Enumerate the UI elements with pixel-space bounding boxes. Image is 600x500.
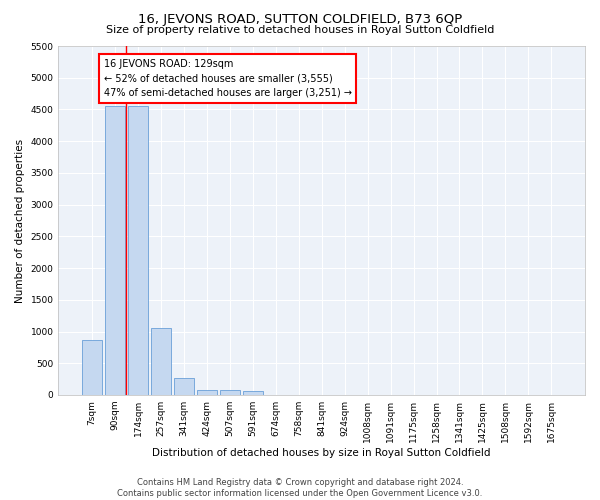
Bar xyxy=(82,340,102,395)
Bar xyxy=(197,390,217,395)
Text: Size of property relative to detached houses in Royal Sutton Coldfield: Size of property relative to detached ho… xyxy=(106,25,494,35)
Text: Contains HM Land Registry data © Crown copyright and database right 2024.
Contai: Contains HM Land Registry data © Crown c… xyxy=(118,478,482,498)
X-axis label: Distribution of detached houses by size in Royal Sutton Coldfield: Distribution of detached houses by size … xyxy=(152,448,491,458)
Bar xyxy=(106,106,125,395)
Text: 16, JEVONS ROAD, SUTTON COLDFIELD, B73 6QP: 16, JEVONS ROAD, SUTTON COLDFIELD, B73 6… xyxy=(138,12,462,26)
Bar xyxy=(243,392,263,395)
Bar xyxy=(174,378,194,395)
Bar xyxy=(220,390,239,395)
Bar xyxy=(128,106,148,395)
Y-axis label: Number of detached properties: Number of detached properties xyxy=(15,138,25,302)
Text: 16 JEVONS ROAD: 129sqm
← 52% of detached houses are smaller (3,555)
47% of semi-: 16 JEVONS ROAD: 129sqm ← 52% of detached… xyxy=(104,58,352,98)
Bar xyxy=(151,328,171,395)
